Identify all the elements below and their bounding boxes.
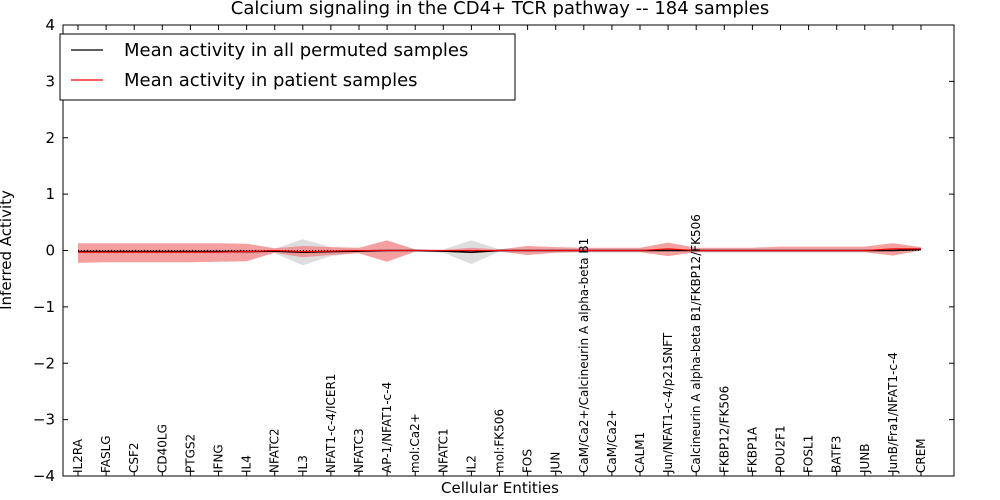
legend: Mean activity in all permuted samples Mea…: [59, 33, 516, 101]
band-series-1: [78, 239, 921, 266]
x-tick-label: FOSL1: [802, 435, 816, 473]
x-tick-label: Jun/NFAT1-c-4/p21SNFT: [661, 332, 675, 474]
x-tick-label: mol:Ca2+: [408, 413, 422, 473]
x-tick-label: FKBP1A: [745, 426, 759, 473]
y-tick-label: 2: [45, 129, 55, 147]
x-tick-label: POU2F1: [774, 425, 788, 473]
y-tick-label: 4: [45, 16, 55, 34]
y-tick-label: −1: [33, 298, 55, 316]
x-tick-label: FKBP12/FK506: [717, 386, 731, 473]
x-tick-label: IL2: [464, 455, 478, 473]
y-tick-label: −4: [33, 467, 55, 485]
x-tick-label: NFATC3: [352, 428, 366, 473]
x-tick-label: CSF2: [127, 442, 141, 473]
y-axis-label: Inferred Activity: [0, 190, 15, 310]
x-tick-label: IL3: [296, 455, 310, 473]
chart-title: Calcium signaling in the CD4+ TCR pathwa…: [231, 0, 769, 19]
x-axis-label: Cellular Entities: [441, 479, 559, 497]
x-tick-label: CD40LG: [155, 424, 169, 473]
series-line-2: [78, 248, 921, 253]
x-tick-label: Calcineurin A alpha-beta B1/FKBP12/FK506: [689, 214, 703, 473]
x-tick-label: IL4: [240, 455, 254, 473]
x-tick-label: FOS: [521, 449, 535, 473]
x-tick-label: IL2RA: [71, 438, 85, 473]
legend-label-2: Mean activity in patient samples: [124, 70, 418, 91]
x-tick-label: BATF3: [830, 436, 844, 473]
x-tick-label: JUNB: [858, 443, 872, 474]
y-tick-label: 3: [45, 72, 55, 90]
y-axis: −4 −3 −2 −1 0 1 2 3 4: [33, 16, 954, 485]
x-tick-label: AP-1/NFAT1-c-4: [380, 382, 394, 473]
x-axis: IL2RA FASLG CSF2 CD40LG PTGS2 IFNG IL4 NFATC2 IL…: [71, 25, 928, 476]
x-tick-label: NFATC1: [436, 428, 450, 473]
y-tick-label: 1: [45, 185, 55, 203]
x-tick-label: NFAT1-c-4/ICER1: [324, 374, 338, 473]
x-tick-label: CaM/Ca2+: [605, 409, 619, 473]
x-tick-label: FASLG: [99, 435, 113, 473]
x-tick-label: CALM1: [633, 432, 647, 473]
x-tick-label: NFATC2: [268, 428, 282, 473]
y-tick-label: −3: [33, 411, 55, 429]
x-tick-label: IFNG: [212, 444, 226, 473]
legend-label-1: Mean activity in all permuted samples: [124, 40, 468, 61]
y-tick-label: −2: [33, 354, 55, 372]
x-tick-label: mol:FK506: [493, 409, 507, 473]
legend-box: [59, 33, 516, 101]
x-tick-label: CREM: [914, 438, 928, 473]
x-tick-label: CaM/Ca2+/Calcineurin A alpha-beta B1: [577, 238, 591, 473]
y-tick-label: 0: [45, 242, 55, 260]
x-tick-label: PTGS2: [183, 434, 197, 473]
x-tick-label: JUN: [549, 452, 563, 474]
x-tick-label: JunB/Fra1/NFAT1-c-4: [886, 352, 900, 474]
series-lines: [78, 248, 922, 254]
